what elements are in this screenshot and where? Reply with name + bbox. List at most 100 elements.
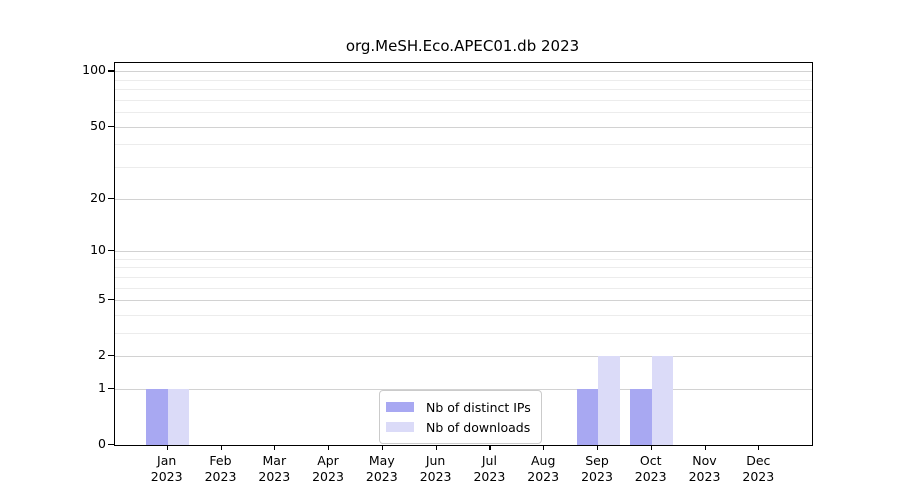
bar-sep-downloads bbox=[598, 356, 620, 445]
gridline-minor-30 bbox=[115, 167, 812, 168]
y-tick-mark-100 bbox=[108, 70, 114, 72]
chart-title: org.MeSH.Eco.APEC01.db 2023 bbox=[345, 37, 580, 55]
y-tick-label-10: 10 bbox=[90, 241, 106, 257]
y-tick-mark-2 bbox=[108, 355, 114, 357]
y-tick-label-100: 100 bbox=[82, 62, 106, 78]
x-tick-year: 2023 bbox=[581, 468, 613, 484]
gridline-minor-7 bbox=[115, 276, 812, 278]
x-tick-mark-jul bbox=[489, 445, 491, 450]
gridline-minor-6 bbox=[115, 287, 812, 289]
x-tick-month: Oct bbox=[639, 453, 662, 468]
x-tick-mark-mar bbox=[274, 445, 276, 450]
x-tick-month: Jun bbox=[425, 453, 446, 468]
y-tick-mark-50 bbox=[108, 125, 114, 127]
x-tick-label-mar: Mar 2023 bbox=[242, 453, 306, 484]
gridline-major-20 bbox=[115, 198, 812, 200]
x-tick-year: 2023 bbox=[473, 468, 506, 484]
legend-item-downloads: Nb of downloads bbox=[386, 417, 531, 437]
gridline-minor-3 bbox=[115, 332, 812, 334]
x-tick-year: 2023 bbox=[258, 468, 291, 484]
x-tick-month: Sep bbox=[585, 453, 609, 468]
y-tick-label-50: 50 bbox=[90, 117, 106, 133]
y-tick-mark-5 bbox=[108, 298, 114, 301]
x-tick-year: 2023 bbox=[688, 468, 721, 484]
gridline-minor-4 bbox=[115, 314, 812, 316]
legend-swatch-downloads-icon bbox=[386, 422, 414, 432]
x-tick-mark-aug bbox=[543, 445, 545, 450]
x-tick-mark-may bbox=[381, 445, 383, 450]
gridline-minor-90 bbox=[115, 79, 812, 81]
gridline-minor-80 bbox=[115, 89, 812, 91]
y-tick-mark-20 bbox=[108, 197, 114, 199]
bar-oct-distinct-ips bbox=[630, 388, 652, 445]
y-axis-tick-labels: 0 1 2 5 10 20 50 100 bbox=[0, 62, 106, 451]
x-tick-label-jun: Jun 2023 bbox=[404, 453, 468, 484]
gridline-minor-40 bbox=[115, 144, 812, 146]
legend-label-distinct-ips: Nb of distinct IPs bbox=[426, 399, 531, 415]
x-tick-label-dec: Dec 2023 bbox=[726, 453, 790, 484]
x-tick-label-may: May 2023 bbox=[350, 453, 414, 484]
x-tick-label-jul: Jul 2023 bbox=[457, 453, 521, 484]
legend-item-distinct-ips: Nb of distinct IPs bbox=[386, 397, 531, 417]
x-tick-year: 2023 bbox=[634, 468, 667, 484]
gridline-minor-8 bbox=[115, 267, 812, 269]
y-tick-mark-0 bbox=[108, 444, 114, 446]
x-tick-label-aug: Aug 2023 bbox=[511, 453, 575, 484]
x-tick-label-sep: Sep 2023 bbox=[565, 453, 629, 484]
x-tick-year: 2023 bbox=[419, 468, 452, 484]
x-tick-year: 2023 bbox=[527, 468, 560, 484]
x-tick-year: 2023 bbox=[742, 468, 775, 484]
gridline-minor-9 bbox=[115, 258, 812, 260]
legend: Nb of distinct IPs Nb of downloads bbox=[379, 390, 542, 444]
gridline-major-2 bbox=[115, 356, 812, 358]
x-tick-month: Feb bbox=[209, 453, 232, 468]
x-tick-mark-apr bbox=[328, 445, 330, 450]
x-tick-mark-feb bbox=[220, 445, 222, 450]
x-tick-mark-jun bbox=[435, 445, 437, 450]
gridline-major-1 bbox=[115, 388, 812, 390]
x-tick-label-feb: Feb 2023 bbox=[189, 453, 253, 484]
bar-jan-distinct-ips bbox=[146, 388, 168, 445]
x-tick-year: 2023 bbox=[204, 468, 237, 484]
x-tick-mark-sep bbox=[597, 445, 599, 450]
x-tick-month: Jul bbox=[481, 453, 497, 468]
y-tick-mark-10 bbox=[108, 249, 114, 252]
x-tick-month: Jan bbox=[157, 453, 177, 468]
bar-oct-downloads bbox=[651, 356, 674, 445]
x-tick-label-oct: Oct 2023 bbox=[619, 453, 683, 484]
gridline-minor-60 bbox=[115, 112, 812, 114]
gridline-minor-70 bbox=[115, 99, 812, 101]
plot-area: Nb of distinct IPs Nb of downloads bbox=[114, 62, 813, 446]
gridline-major-10 bbox=[115, 250, 812, 252]
y-tick-label-1: 1 bbox=[98, 379, 106, 395]
gridline-major-5 bbox=[115, 299, 812, 301]
bar-jan-downloads bbox=[167, 388, 190, 445]
gridline-major-50 bbox=[115, 126, 812, 128]
x-tick-month: Dec bbox=[746, 453, 771, 468]
x-tick-mark-dec bbox=[758, 445, 760, 450]
x-tick-month: May bbox=[368, 453, 395, 468]
y-tick-mark-1 bbox=[108, 387, 114, 390]
x-tick-year: 2023 bbox=[365, 468, 398, 484]
y-tick-label-20: 20 bbox=[90, 189, 106, 205]
legend-swatch-distinct-ips-icon bbox=[386, 402, 414, 412]
bar-sep-distinct-ips bbox=[576, 388, 598, 445]
y-tick-label-5: 5 bbox=[98, 290, 106, 306]
x-tick-mark-nov bbox=[704, 445, 706, 450]
y-tick-label-2: 2 bbox=[98, 347, 106, 363]
gridline-major-100 bbox=[115, 71, 812, 73]
x-tick-label-nov: Nov 2023 bbox=[673, 453, 737, 484]
x-tick-year: 2023 bbox=[150, 468, 183, 484]
x-tick-label-jan: Jan 2023 bbox=[135, 453, 199, 484]
x-tick-mark-oct bbox=[650, 445, 652, 450]
x-tick-month: Nov bbox=[692, 453, 717, 468]
x-tick-label-apr: Apr 2023 bbox=[296, 453, 360, 484]
y-tick-label-0: 0 bbox=[98, 436, 106, 451]
x-tick-year: 2023 bbox=[312, 468, 344, 484]
x-tick-month: Mar bbox=[262, 453, 287, 468]
x-tick-month: Apr bbox=[317, 453, 339, 468]
x-tick-month: Aug bbox=[530, 453, 556, 468]
x-tick-mark-jan bbox=[166, 445, 168, 450]
legend-label-downloads: Nb of downloads bbox=[426, 419, 531, 435]
